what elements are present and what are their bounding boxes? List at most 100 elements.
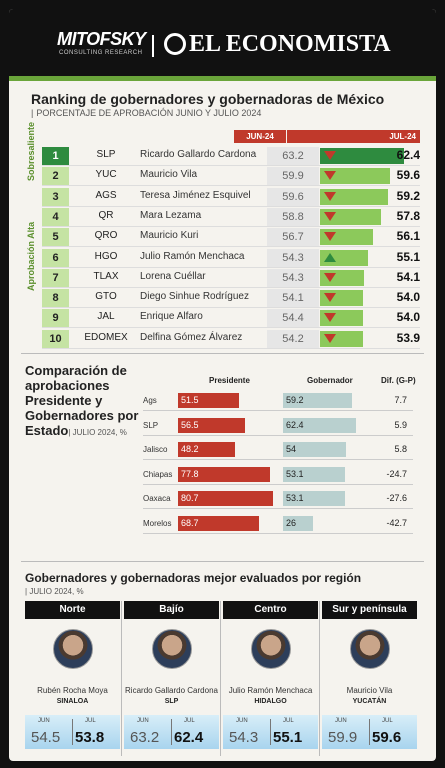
state-code: SLP [96, 149, 116, 160]
gobernador-value: 53.1 [286, 468, 304, 479]
state-code: GTO [95, 291, 117, 303]
arrow-up-icon [324, 252, 336, 262]
presidente-bar [178, 417, 245, 433]
governor-name: Julio Ramón Menchaca [140, 250, 245, 262]
region-card: Bajío Ricardo Gallardo Cardona SLP JUN JUL 63… [124, 601, 219, 756]
presidente-value: 56.5 [181, 419, 199, 430]
region-card: Norte Rubén Rocha Moya SINALOA JUN JUL 54.5 53… [25, 601, 120, 756]
jun-value: 56.7 [267, 228, 319, 247]
state-code: QR [98, 209, 114, 221]
governor-name: Teresa Jiménez Esquivel [140, 189, 251, 201]
governor-name: Ricardo Gallardo Cardona [140, 149, 257, 160]
governor-state: YUCATÁN [352, 698, 387, 705]
rank-number: 8 [42, 289, 69, 308]
governor-name: Lorena Cuéllar [140, 270, 206, 282]
region-header: Norte [25, 601, 120, 619]
presidente-value: 48.2 [181, 444, 199, 454]
header-banner: MITOFSKY CONSULTING RESEARCH EL ECONOMIS… [9, 9, 436, 76]
jul-value: 57.8 [396, 208, 420, 223]
ranking-row: 7 TLAX Lorena Cuéllar 54.3 54.1 [42, 268, 420, 288]
state-name: Chiapas [143, 469, 173, 479]
ranking-row: 4 QR Mara Lezama 58.8 57.8 [42, 207, 420, 227]
presidente-header: Presidente [209, 376, 250, 385]
rank-number: 9 [42, 309, 69, 328]
gobernador-header: Gobernador [307, 376, 353, 385]
region-header: Sur y península [322, 601, 417, 619]
jun-label: JUN [137, 718, 149, 724]
jul-column-header: JUL-24 [287, 130, 420, 143]
governor-name: Enrique Alfaro [140, 311, 203, 323]
jul-bar [320, 168, 391, 185]
jun-value: 54.4 [267, 309, 319, 328]
jun-value: 59.9 [267, 167, 319, 186]
comparison-row: Morelos 68.7 26 -42.7 [143, 513, 413, 534]
state-name: Ags [143, 396, 157, 405]
region-separator [121, 601, 122, 756]
gobernador-value: 26 [286, 517, 297, 528]
rank-number: 2 [42, 167, 69, 186]
jul-value: 54.1 [396, 269, 420, 284]
region-card: Centro Julio Ramón Menchaca HIDALGO JUN JUL 5… [223, 601, 318, 756]
infographic-card: MITOFSKY CONSULTING RESEARCH EL ECONOMIS… [9, 9, 436, 761]
ranking-row: 5 QRO Mauricio Kuri 56.7 56.1 [42, 227, 420, 248]
arrow-down-icon [324, 293, 336, 303]
governor-photo [53, 629, 93, 669]
comparison-row: Oaxaca 80.7 53.1 -27.6 [143, 488, 413, 509]
jun-value: 54.3 [267, 248, 319, 267]
jun-label: JUN [38, 718, 50, 724]
section-divider [21, 353, 424, 354]
arrow-down-icon [324, 151, 336, 160]
ranking-row: 3 AGS Teresa Jiménez Esquivel 59.6 59.2 [42, 187, 420, 207]
jun-value: 58.8 [267, 207, 319, 226]
presidente-bar [178, 491, 274, 506]
ranking-row: 8 GTO Diego Sinhue Rodríguez 54.1 54.0 [42, 288, 420, 309]
ranking-row: 2 YUC Mauricio Vila 59.9 59.6 [42, 166, 420, 187]
jul-score: 55.1 [273, 729, 303, 746]
jun-value: 59.6 [267, 187, 319, 206]
state-code: QRO [94, 230, 118, 242]
state-code: AGS [95, 189, 117, 201]
governor-photo [350, 629, 390, 669]
ranking-row: 9 JAL Enrique Alfaro 54.4 54.0 [42, 308, 420, 329]
difference-value: 7.7 [394, 395, 407, 405]
jun-score: 54.5 [31, 729, 61, 746]
score-box: JUN JUL 59.9 59.6 [322, 715, 417, 749]
governor-name: Rubén Rocha Moya [37, 686, 108, 695]
governor-name: Mara Lezama [140, 209, 202, 221]
jun-value: 54.3 [267, 268, 319, 287]
mitofsky-logo-sub: CONSULTING RESEARCH [59, 50, 143, 56]
gobernador-value: 59.2 [286, 395, 304, 405]
state-name: Jalisco [143, 445, 168, 454]
jul-value: 59.2 [396, 188, 420, 203]
gobernador-bar [283, 442, 347, 457]
dif-header: Dif. (G-P) [381, 376, 416, 385]
arrow-down-icon [324, 211, 336, 221]
gobernador-bar [283, 466, 346, 482]
state-name: Oaxaca [143, 494, 171, 503]
jul-value: 59.6 [396, 168, 420, 183]
jun-column-header: JUN-24 [234, 130, 286, 143]
region-separator [319, 601, 320, 756]
region-card: Sur y península Mauricio Vila YUCATÁN JUN JU… [322, 601, 417, 756]
state-code: EDOMEX [84, 331, 128, 343]
jul-value: 54.0 [396, 290, 420, 305]
jun-label: JUN [335, 718, 347, 724]
jul-value: 56.1 [396, 229, 420, 244]
arrow-down-icon [324, 191, 336, 201]
ranking-subtitle: | PORCENTAJE DE APROBACIÓN JUNIO Y JULIO … [31, 108, 262, 118]
jun-value: 63.2 [267, 147, 319, 165]
arrow-down-icon [324, 333, 336, 343]
governor-state: SINALOA [56, 698, 89, 705]
presidente-value: 80.7 [181, 493, 199, 503]
rank-number: 4 [42, 207, 69, 226]
ranking-row: 1 SLP Ricardo Gallardo Cardona 63.2 62.4 [42, 146, 420, 166]
score-divider [171, 719, 172, 745]
governor-photo [251, 629, 291, 669]
jun-value: 54.2 [267, 329, 319, 348]
presidente-value: 68.7 [181, 517, 199, 528]
section-divider [21, 561, 424, 562]
gobernador-value: 53.1 [286, 493, 304, 503]
governor-name: Mauricio Kuri [140, 230, 199, 242]
score-divider [369, 719, 370, 745]
jul-bar [320, 148, 404, 164]
